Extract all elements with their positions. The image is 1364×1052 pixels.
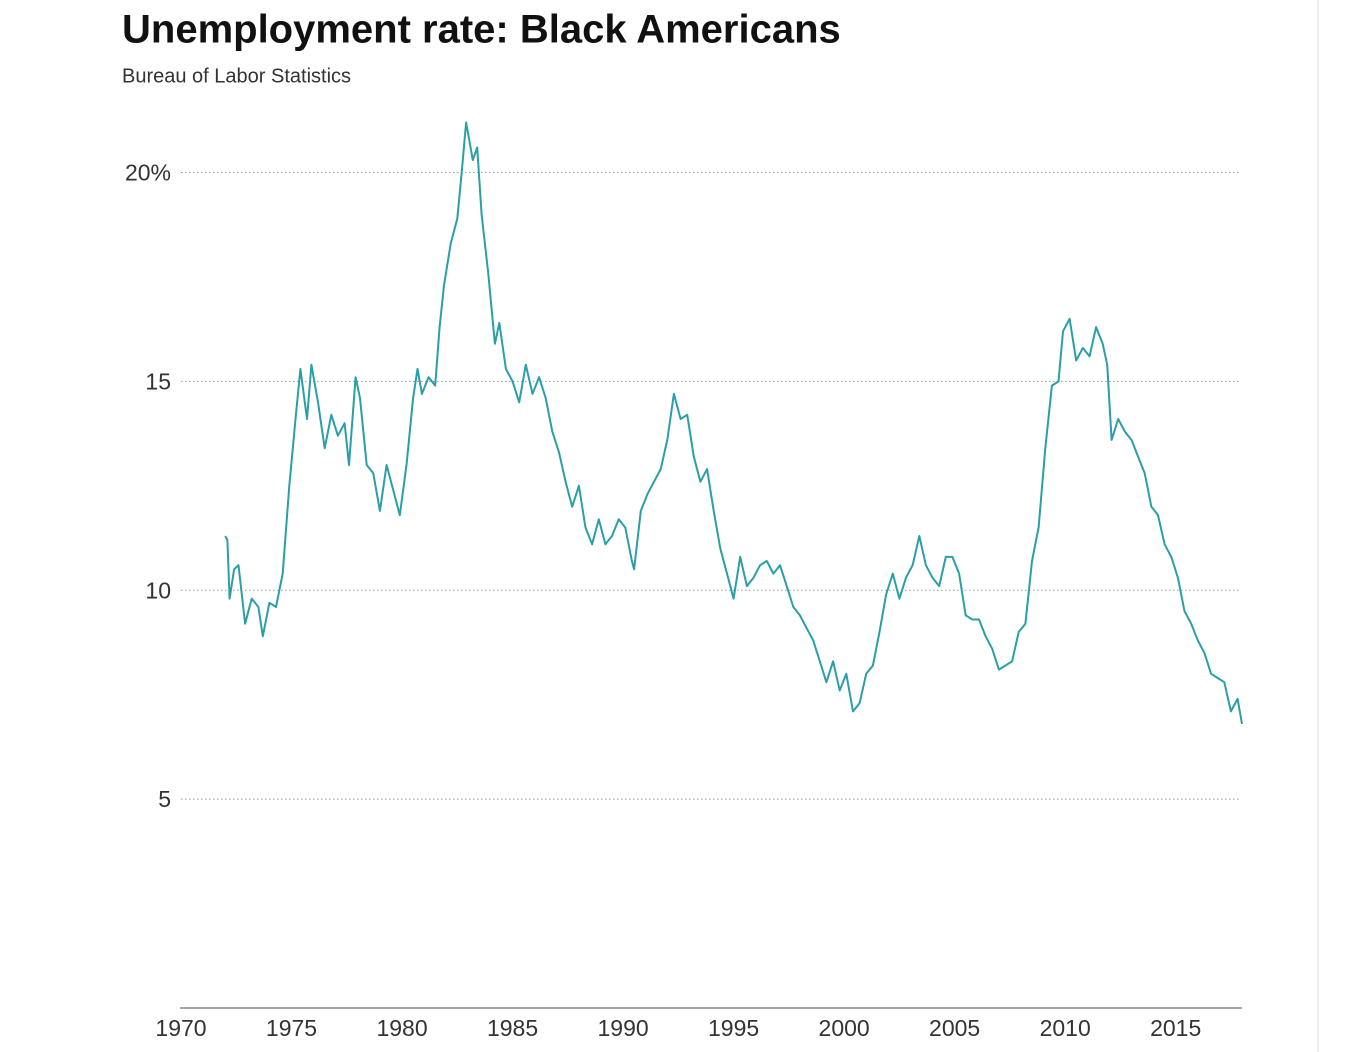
data-line <box>224 121 1243 725</box>
y-tick-label: 5 <box>158 786 171 812</box>
y-tick-label: 20% <box>125 160 171 186</box>
x-tick-label: 1975 <box>266 1015 317 1041</box>
x-tick-label: 2000 <box>819 1015 870 1041</box>
x-tick-label: 1970 <box>155 1015 206 1041</box>
chart-title: Unemployment rate: Black Americans <box>122 8 841 52</box>
x-tick-label: 2005 <box>929 1015 980 1041</box>
x-tick-label: 1995 <box>708 1015 759 1041</box>
chart-subtitle: Bureau of Labor Statistics <box>122 65 351 87</box>
y-tick-label: 15 <box>145 368 171 394</box>
x-tick-label: 2010 <box>1040 1015 1091 1041</box>
x-tick-label: 1985 <box>487 1015 538 1041</box>
x-tick-label: 1990 <box>597 1015 648 1041</box>
x-tick-label: 1980 <box>376 1015 427 1041</box>
y-tick-label: 10 <box>145 577 171 603</box>
x-tick-label: 2015 <box>1150 1015 1201 1041</box>
